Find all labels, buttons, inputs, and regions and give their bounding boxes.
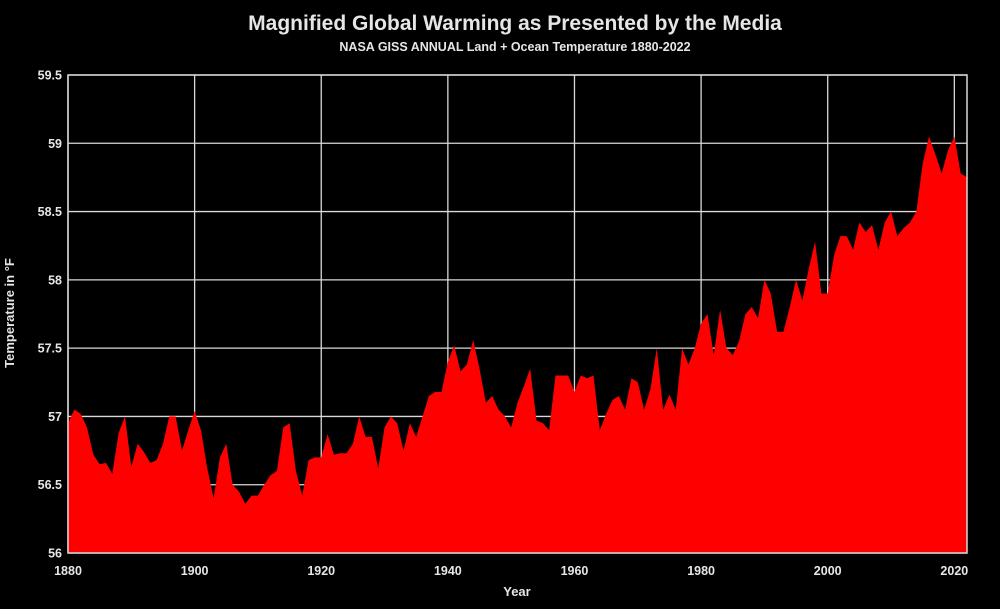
x-tick-label-4: 1960 (561, 564, 589, 578)
chart-subtitle: NASA GISS ANNUAL Land + Ocean Temperatur… (339, 40, 690, 54)
x-tick-label-7: 2020 (940, 564, 968, 578)
x-tick-label-5: 1980 (687, 564, 715, 578)
x-axis-label: Year (503, 584, 530, 599)
y-tick-label-3: 57.5 (38, 342, 62, 356)
y-tick-label-0: 56 (48, 547, 62, 561)
temperature-area (68, 136, 967, 553)
x-tick-label-3: 1940 (434, 564, 462, 578)
y-tick-label-4: 58 (48, 273, 62, 287)
y-tick-label-5: 58.5 (38, 205, 62, 219)
y-tick-label-2: 57 (48, 410, 62, 424)
chart-title: Magnified Global Warming as Presented by… (248, 12, 782, 35)
y-axis-ticks: 56 56.5 57 57.5 58 58.5 59 59.5 (38, 69, 62, 561)
x-tick-label-0: 1880 (54, 564, 82, 578)
y-tick-label-7: 59.5 (38, 69, 62, 83)
y-tick-label-1: 56.5 (38, 478, 62, 492)
x-tick-label-6: 2000 (814, 564, 842, 578)
plot-frame (67, 74, 968, 554)
x-tick-label-2: 1920 (307, 564, 335, 578)
y-axis-label: Temperature in °F (2, 258, 17, 368)
y-tick-label-6: 59 (48, 137, 62, 151)
x-axis-ticks: 1880 1900 1920 1940 1960 1980 2000 2020 (54, 564, 968, 578)
x-tick-label-1: 1900 (181, 564, 209, 578)
